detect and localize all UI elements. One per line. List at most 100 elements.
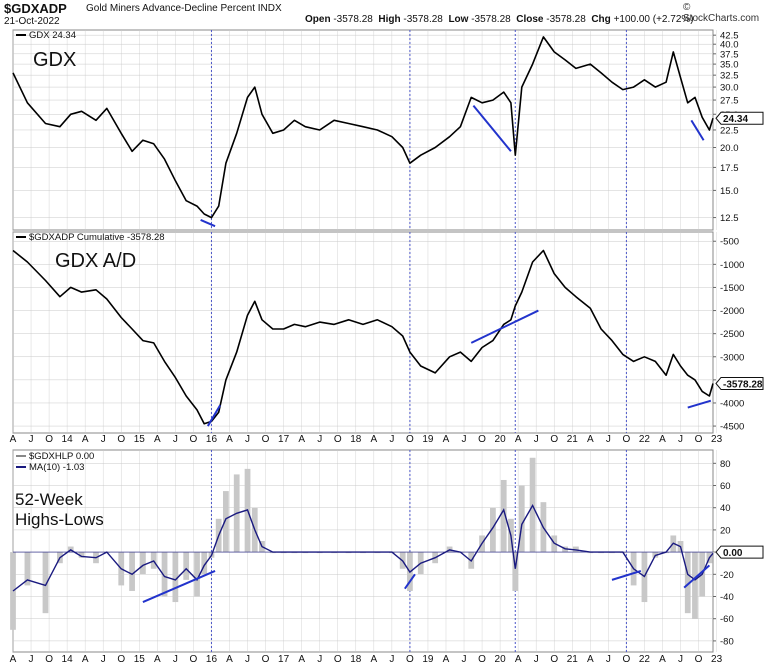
hl-bar	[201, 552, 208, 575]
x-tick-label: J	[606, 654, 611, 665]
last-value-label: 24.34	[723, 114, 748, 125]
last-value-label: 0.00	[723, 548, 743, 559]
y-tick-label: -4000	[720, 398, 744, 409]
x-tick-label: 23	[711, 654, 723, 665]
x-tick-label: J	[173, 654, 178, 665]
y-tick-label: 32.5	[720, 71, 739, 82]
chg-label: Chg	[591, 14, 611, 25]
x-tick-label: A	[226, 654, 233, 665]
chart-description: Gold Miners Advance-Decline Percent INDX	[86, 3, 282, 14]
y-tick-label: -3000	[720, 352, 744, 363]
x-tick-label: O	[623, 654, 631, 665]
x-tick-label: J	[29, 654, 34, 665]
x-tick-label: 14	[62, 654, 74, 665]
x-tick-label: A	[298, 434, 305, 445]
last-value-tag: 24.34	[715, 111, 764, 125]
x-tick-label: A	[443, 654, 450, 665]
low-label: Low	[448, 14, 469, 25]
hl-bar	[24, 552, 31, 586]
x-tick-label: 17	[278, 654, 290, 665]
hl-bar	[223, 491, 229, 553]
hl-bar	[512, 552, 519, 591]
x-tick-label: O	[262, 654, 270, 665]
x-tick-label: 21	[567, 654, 579, 665]
x-tick-label: 19	[422, 654, 434, 665]
x-tick-label: O	[478, 654, 486, 665]
x-tick-label: 20	[495, 654, 507, 665]
x-tick-label: A	[515, 434, 522, 445]
ad-legend: $GDXADP Cumulative -3578.28	[29, 232, 165, 243]
x-tick-label: O	[190, 434, 198, 445]
y-tick-label: 20.0	[720, 143, 739, 154]
x-tick-label: A	[154, 434, 161, 445]
x-tick-label: 16	[206, 434, 218, 445]
x-tick-label: A	[154, 654, 161, 665]
open-label: Open	[305, 14, 331, 25]
x-tick-label: A	[659, 434, 666, 445]
x-tick-label: 14	[62, 434, 74, 445]
y-tick-label: 40	[720, 503, 731, 514]
last-value-label: -3578.28	[723, 379, 763, 390]
x-tick-label: J	[245, 434, 250, 445]
x-tick-label: J	[606, 434, 611, 445]
y-tick-label: -20	[720, 570, 734, 581]
x-tick-label: A	[298, 654, 305, 665]
x-tick-label: 15	[134, 654, 146, 665]
y-tick-label: 27.5	[720, 96, 739, 107]
x-tick-label: 23	[711, 434, 723, 445]
x-tick-label: J	[101, 434, 106, 445]
hl-panel-title-line1: 52-Week	[15, 490, 83, 509]
x-tick-label: 22	[639, 434, 651, 445]
y-tick-label: 30.0	[720, 83, 739, 94]
high-value: -3578.28	[403, 14, 443, 25]
x-tick-label: 15	[134, 434, 146, 445]
x-tick-label: A	[370, 654, 377, 665]
x-tick-label: O	[45, 434, 53, 445]
last-value-box	[715, 376, 764, 390]
x-tick-label: 18	[350, 654, 362, 665]
x-tick-label: J	[534, 434, 539, 445]
y-tick-label: -2000	[720, 306, 744, 317]
x-tick-label: J	[101, 654, 106, 665]
y-tick-label: 17.5	[720, 163, 739, 174]
last-value-tag: 0.00	[715, 545, 764, 559]
hl-bar	[183, 552, 190, 580]
hl-panel-title-line2: Highs-Lows	[15, 510, 104, 529]
low-value: -3578.28	[471, 14, 511, 25]
x-tick-label: O	[334, 654, 342, 665]
x-tick-label: O	[45, 654, 53, 665]
chg-value: +100.00 (+2.72%)	[613, 14, 694, 25]
gdx-panel-title: GDX	[33, 49, 76, 71]
x-tick-label: O	[190, 654, 198, 665]
x-tick-label: A	[443, 434, 450, 445]
y-tick-label: -1500	[720, 283, 744, 294]
x-tick-label: O	[623, 434, 631, 445]
y-tick-label: 12.5	[720, 213, 739, 224]
x-tick-label: 22	[639, 654, 651, 665]
y-tick-label: -4500	[720, 422, 744, 433]
x-tick-label: 21	[567, 434, 579, 445]
ad-cumulative-line	[12, 249, 714, 425]
trend-line	[200, 219, 216, 228]
y-tick-label: 35.0	[720, 60, 739, 71]
x-tick-label: O	[695, 654, 703, 665]
y-tick-label: 22.5	[720, 125, 739, 136]
y-tick-label: 42.5	[720, 31, 739, 42]
x-tick-label: O	[117, 434, 125, 445]
x-tick-label: 20	[495, 434, 507, 445]
open-value: -3578.28	[333, 14, 373, 25]
close-label: Close	[516, 14, 544, 25]
chart-date: 21-Oct-2022	[4, 16, 60, 27]
y-tick-label: -1000	[720, 260, 744, 271]
ad-panel-title: GDX A/D	[55, 250, 136, 272]
x-tick-label: A	[515, 654, 522, 665]
x-tick-label: 19	[422, 434, 434, 445]
x-tick-label: 16	[206, 654, 218, 665]
y-tick-label: -40	[720, 592, 734, 603]
x-tick-label: A	[370, 434, 377, 445]
y-tick-label: 40.0	[720, 40, 739, 51]
x-tick-label: O	[334, 434, 342, 445]
hl-bar	[194, 552, 200, 597]
gdx-legend: GDX 24.34	[29, 30, 76, 41]
high-label: High	[378, 14, 401, 25]
